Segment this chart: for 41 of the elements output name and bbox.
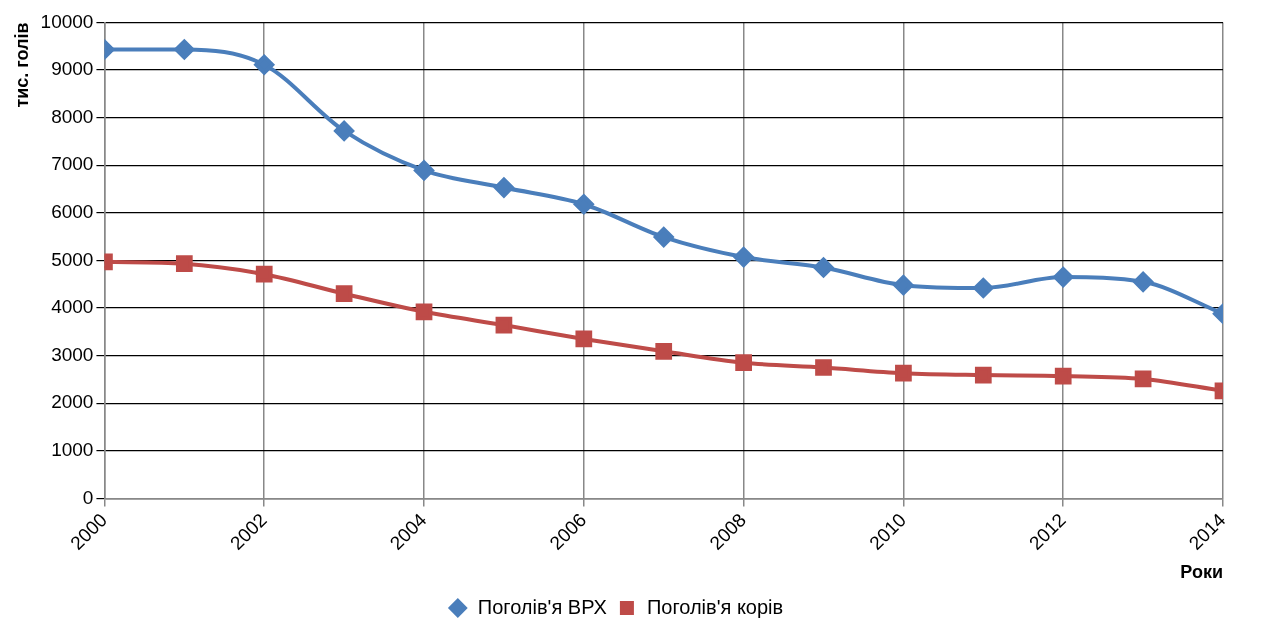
point [415,303,433,321]
point [414,160,435,181]
point [1134,370,1152,388]
point [815,359,832,376]
y-tick-label: 7000 [51,153,94,175]
point [334,120,355,141]
point [493,177,514,198]
y-tick-label: 2000 [51,391,94,413]
point [254,54,275,75]
point [895,364,912,382]
point [575,330,593,348]
y-tick-label: 5000 [51,248,94,270]
point [653,227,674,248]
point [973,278,994,298]
y-tick-label: 0 [82,486,94,508]
point [1133,271,1154,292]
y-tick-label: 6000 [51,201,94,223]
point [733,247,754,268]
point [655,342,673,360]
point [893,275,914,296]
point [573,194,594,215]
y-tick-label: 10000 [40,10,94,32]
point [813,257,834,278]
y-tick-label: 4000 [51,296,94,318]
y-tick-label: 1000 [51,439,94,461]
point [175,255,193,273]
point [735,354,752,372]
legend-label: Поголів'я ВРХ [477,595,607,618]
point [335,285,353,303]
point [255,265,273,283]
point [495,316,513,334]
y-tick-label: 3000 [51,343,94,365]
y-axis-title: тис. голів [11,22,32,108]
point [174,39,195,60]
x-axis-title: Роки [1180,562,1223,583]
y-tick-label: 8000 [51,105,94,127]
point [974,366,992,384]
y-tick-label: 9000 [51,58,94,80]
point [1053,267,1074,288]
point [1054,367,1072,385]
legend-label: Поголів'я корів [646,595,784,618]
